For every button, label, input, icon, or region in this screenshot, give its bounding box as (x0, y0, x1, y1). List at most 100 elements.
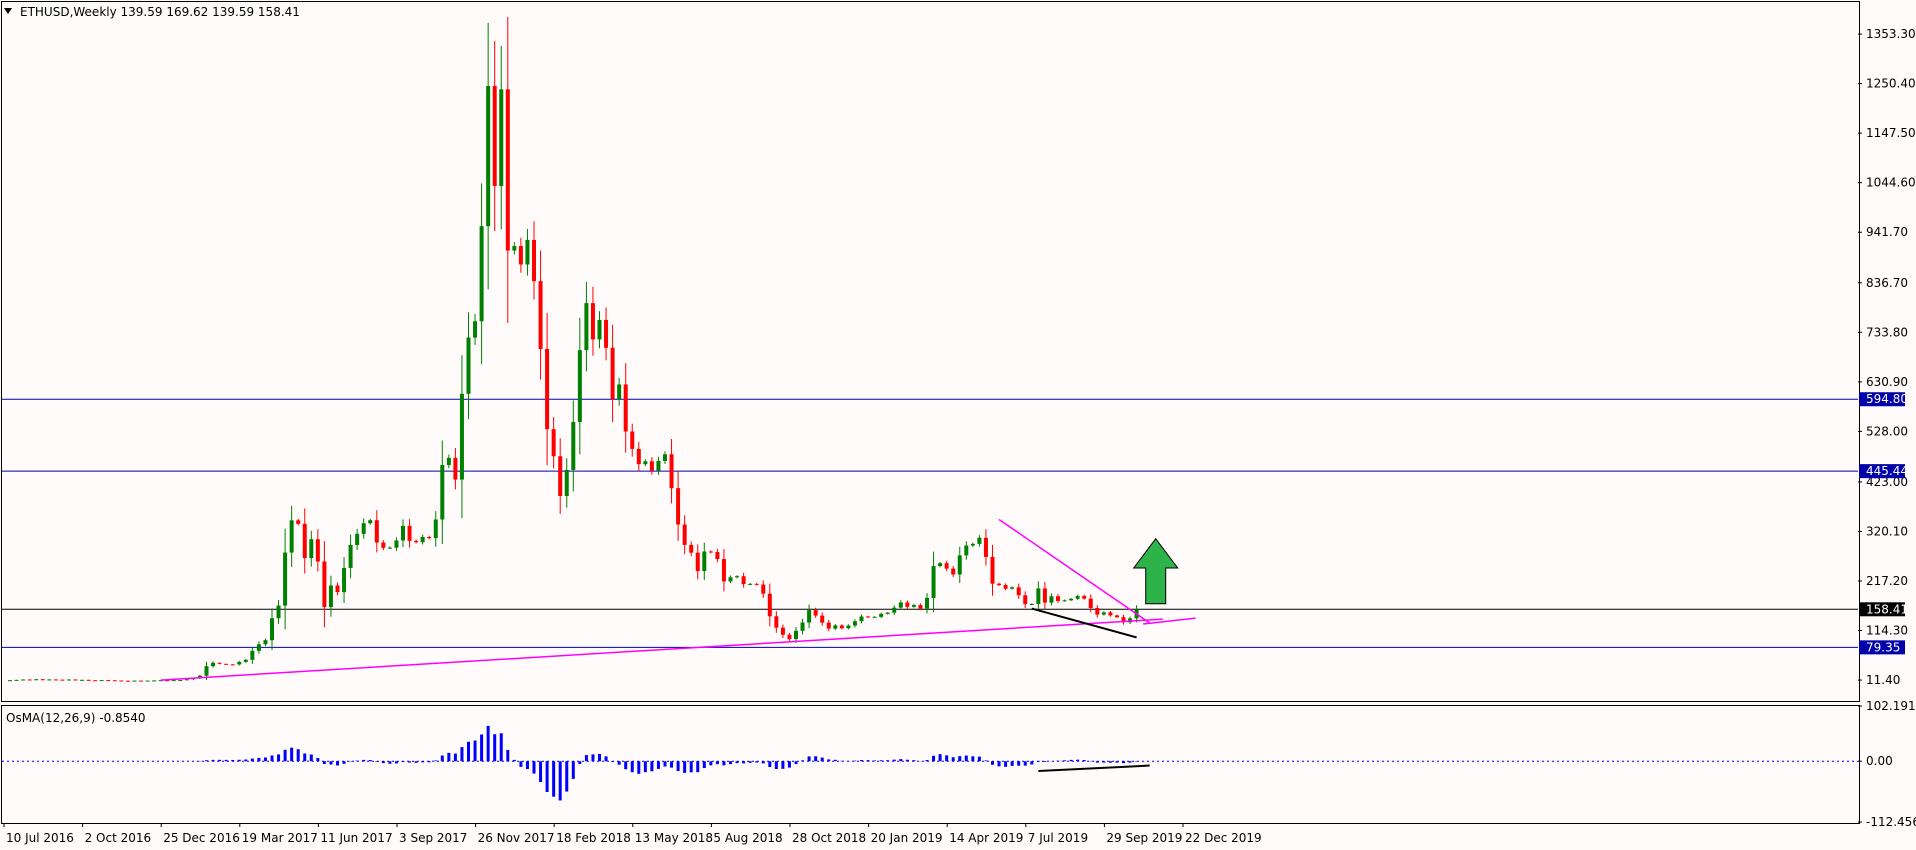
candle-body (754, 583, 759, 585)
candle-body (538, 281, 543, 350)
candle-body (453, 457, 458, 480)
candle-body (112, 680, 117, 682)
candle-body (106, 680, 111, 682)
candle-body (774, 616, 779, 628)
x-tick-label: 25 Dec 2016 (163, 831, 240, 845)
candle-body (178, 680, 183, 682)
candle-body (401, 525, 405, 541)
y-tick-label: 836.70 (1866, 276, 1908, 290)
candle-body (682, 524, 687, 545)
candle-body (669, 454, 674, 489)
candle-body (525, 239, 530, 265)
candle-body (47, 679, 52, 681)
trendline-price-divergence (1031, 607, 1137, 639)
candle-body (270, 618, 274, 641)
y-tick-label: 11.40 (1866, 673, 1900, 687)
chart-menu-arrow-icon[interactable] (4, 8, 12, 14)
candle-body (427, 537, 432, 539)
candle-body (407, 525, 412, 541)
candle-body (951, 568, 956, 575)
level-price-tag (1859, 392, 1905, 407)
candle-body (14, 679, 19, 681)
candle-body (355, 533, 360, 545)
candle-body (387, 547, 392, 549)
candle-body (1082, 595, 1087, 599)
candle-body (1016, 587, 1021, 596)
chart-title: ETHUSD,Weekly 139.59 169.62 139.59 158.4… (20, 5, 300, 19)
candle-body (898, 602, 903, 608)
level-price-label: 79.35 (1866, 640, 1900, 654)
y-tick-label: 528.00 (1866, 424, 1908, 438)
candle-body (695, 552, 700, 572)
y-tick-label: 1147.50 (1866, 126, 1916, 140)
candle-body (617, 384, 622, 400)
candle-body (296, 520, 301, 524)
candle-body (60, 679, 65, 681)
candle-body (676, 488, 681, 525)
candle-body (322, 561, 327, 607)
candle-body (787, 634, 792, 640)
x-tick-label: 29 Sep 2019 (1106, 831, 1182, 845)
y-tick-label: 114.30 (1866, 624, 1908, 638)
candle-body (21, 679, 26, 681)
candle-body (1101, 612, 1106, 615)
main-panel-frame (1, 1, 1860, 702)
candle-body (414, 540, 419, 543)
x-tick-label: 22 Dec 2019 (1185, 831, 1262, 845)
candle-body (1056, 596, 1060, 601)
candle-body (53, 679, 58, 681)
candle-body (197, 675, 202, 679)
candle-body (243, 659, 248, 662)
candle-body (833, 625, 838, 629)
candle-body (289, 520, 294, 553)
x-tick-label: 10 Jul 2016 (6, 831, 74, 845)
candle-body (558, 456, 563, 496)
candle-body (970, 543, 975, 546)
candle-body (518, 246, 523, 265)
level-price-tag (1859, 464, 1905, 479)
candle-body (564, 469, 569, 496)
candle-body (224, 663, 229, 665)
candle-body (813, 610, 818, 616)
candle-body (983, 537, 988, 557)
candle-body (892, 607, 897, 613)
candle-body (492, 85, 497, 186)
candle-body (1121, 617, 1126, 623)
candle-body (532, 239, 536, 282)
candle-body (649, 461, 654, 471)
candle-body (990, 556, 995, 584)
candle-body (1049, 596, 1054, 603)
candle-body (165, 680, 170, 682)
candle-body (394, 540, 399, 548)
candle-body (486, 85, 491, 227)
level-price-label: 445.44 (1866, 464, 1908, 478)
candle-body (446, 457, 451, 466)
x-tick-label: 3 Sep 2017 (399, 831, 467, 845)
candle-body (86, 679, 91, 681)
candle-body (302, 523, 307, 559)
candle-body (905, 602, 910, 607)
x-tick-label: 2 Oct 2016 (85, 831, 152, 845)
candle-body (479, 226, 484, 322)
candle-body (859, 616, 864, 622)
candle-body (610, 347, 615, 400)
x-tick-label: 26 Nov 2017 (478, 831, 555, 845)
x-tick-label: 28 Oct 2018 (792, 831, 866, 845)
candle-body (689, 544, 694, 553)
candlestick-series (8, 16, 1139, 682)
candle-body (643, 461, 648, 465)
candle-body (800, 622, 805, 631)
candle-body (368, 520, 373, 524)
candle-body (545, 349, 550, 430)
candle-body (866, 616, 871, 618)
candle-body (826, 622, 831, 629)
y-tick-label: 217.20 (1866, 574, 1908, 588)
y-tick-label: 320.10 (1866, 524, 1908, 538)
time-axis: 10 Jul 2016 2 Oct 2016 25 Dec 2016 19 Mar 2… (3, 823, 1262, 845)
candle-body (1042, 588, 1047, 603)
candle-body (846, 625, 851, 629)
candle-body (767, 593, 772, 617)
trendline-resistance (998, 518, 1151, 624)
horizontal-levels: 594.80 445.44 79.35 158.41 (2, 392, 1908, 655)
